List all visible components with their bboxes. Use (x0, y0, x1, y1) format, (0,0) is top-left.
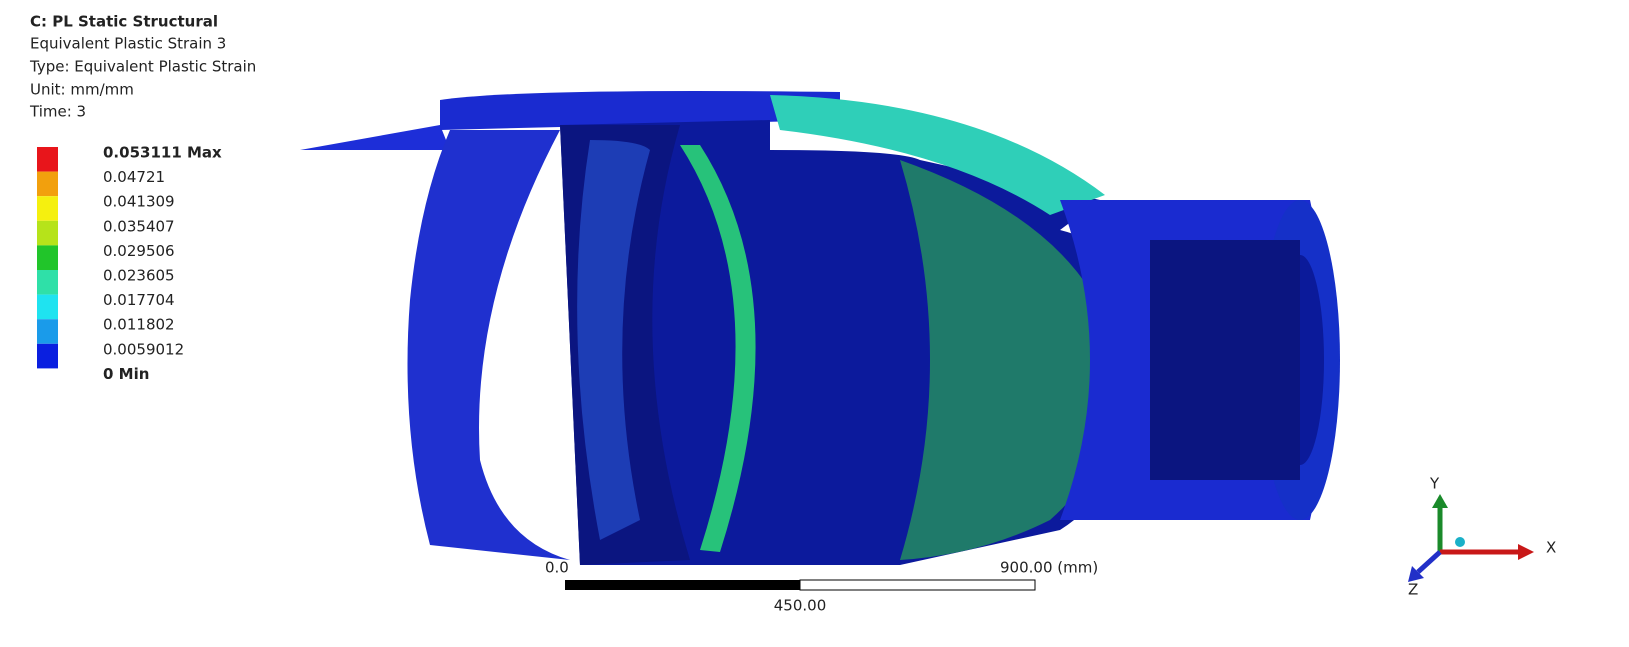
model (300, 91, 1340, 565)
legend-label: 0.017704 (103, 291, 175, 309)
legend-swatch (37, 295, 58, 320)
legend: 0.053111 Max 0.04721 0.041309 0.035407 0.029… (37, 144, 222, 383)
header-line: Equivalent Plastic Strain 3 (30, 35, 226, 53)
axis-x: X (1546, 539, 1556, 557)
legend-swatch (37, 221, 58, 246)
viewport: C: PL Static Structural Equivalent Plast… (0, 0, 1629, 647)
scale-start: 0.0 (545, 559, 569, 577)
legend-swatch (37, 319, 58, 344)
title: C: PL Static Structural (30, 13, 218, 31)
legend-label: 0.035407 (103, 217, 175, 235)
legend-label: 0.041309 (103, 193, 175, 211)
axis-z: Z (1408, 581, 1418, 599)
header-line: Unit: mm/mm (30, 81, 134, 99)
legend-swatch (37, 196, 58, 221)
legend-swatch (37, 245, 58, 270)
legend-label: 0.011802 (103, 316, 175, 334)
legend-label: 0 Min (103, 365, 149, 383)
legend-swatch (37, 270, 58, 295)
legend-label: 0.023605 (103, 267, 175, 285)
header-line: Time: 3 (29, 103, 86, 121)
legend-swatch (37, 344, 58, 369)
scale-bar-black (565, 580, 800, 590)
scale-end: 900.00 (mm) (1000, 559, 1098, 577)
axis-y: Y (1429, 475, 1440, 493)
legend-label: 0.04721 (103, 168, 165, 186)
scale-mid: 450.00 (774, 597, 827, 615)
scale-bar-white (800, 580, 1035, 590)
legend-swatch (37, 172, 58, 197)
legend-label: 0.0059012 (103, 340, 184, 358)
legend-swatch (37, 147, 58, 172)
triad: Y X Z (1408, 475, 1556, 599)
header-line: Type: Equivalent Plastic Strain (29, 58, 256, 76)
legend-label: 0.053111 Max (103, 144, 222, 162)
legend-label: 0.029506 (103, 242, 175, 260)
